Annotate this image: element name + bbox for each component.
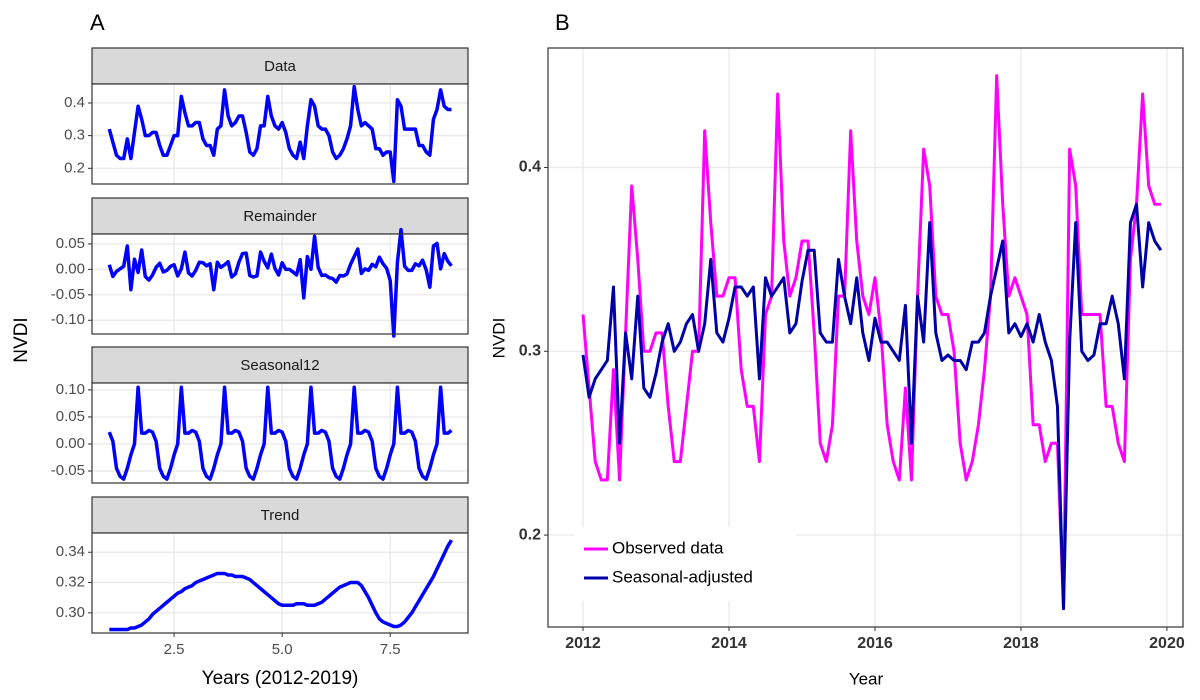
y-tick-label: 0.00 (56, 435, 85, 452)
x-tick-label: 2018 (1003, 635, 1039, 652)
panel-label: B (555, 10, 570, 35)
facet-title: Seasonal12 (240, 357, 319, 374)
x-tick-label: 2014 (711, 635, 747, 652)
y-axis-title: NVDI (489, 318, 508, 359)
x-tick-label: 7.5 (380, 641, 401, 658)
y-axis-title: NVDI (11, 317, 32, 362)
facet-strip (91, 496, 469, 534)
x-tick-label: 2020 (1149, 635, 1185, 652)
y-tick-label: 0.3 (64, 127, 85, 144)
facet-title: Trend (261, 507, 300, 524)
panel-border (91, 382, 469, 484)
y-tick-label: 0.00 (56, 260, 85, 277)
legend-box (574, 527, 796, 601)
y-tick-label: 0.2 (64, 159, 85, 176)
y-tick-label: 0.05 (56, 408, 85, 425)
data-line (109, 539, 453, 632)
y-tick-label: -0.05 (51, 462, 85, 479)
panel-border (547, 47, 1184, 628)
plot-background (92, 234, 468, 334)
y-tick-label: 0.2 (519, 526, 541, 543)
data-line (107, 84, 452, 184)
x-tick-label: 2016 (857, 635, 893, 652)
data-line (581, 202, 1163, 611)
data-line (107, 227, 453, 338)
panel-label: A (90, 10, 105, 35)
y-tick-label: 0.4 (64, 94, 85, 111)
y-tick-label: -0.10 (51, 311, 85, 328)
legend-label: Seasonal-adjusted (612, 567, 753, 586)
y-tick-label: 0.4 (519, 159, 541, 176)
x-tick-label: 2.5 (164, 641, 185, 658)
facet-title: Data (264, 58, 296, 75)
legend-label: Observed data (612, 538, 724, 557)
x-tick-label: 2012 (565, 635, 601, 652)
data-line (107, 385, 453, 481)
facet-strip (91, 47, 469, 85)
panel-border (91, 83, 469, 185)
facet-strip (91, 346, 469, 384)
y-tick-label: 0.34 (56, 543, 85, 560)
y-tick-label: 0.32 (56, 574, 85, 591)
y-tick-label: 0.05 (56, 235, 85, 252)
panel-border (91, 532, 469, 634)
x-axis-title: Years (2012-2019) (202, 668, 359, 689)
y-tick-label: 0.30 (56, 604, 85, 621)
y-tick-label: 0.10 (56, 381, 85, 398)
facet-title: Remainder (243, 208, 316, 225)
y-tick-label: 0.3 (519, 343, 541, 360)
x-axis-title: Year (849, 669, 884, 688)
panel-border (91, 233, 469, 335)
x-tick-label: 5.0 (272, 641, 293, 658)
y-tick-label: -0.05 (51, 286, 85, 303)
